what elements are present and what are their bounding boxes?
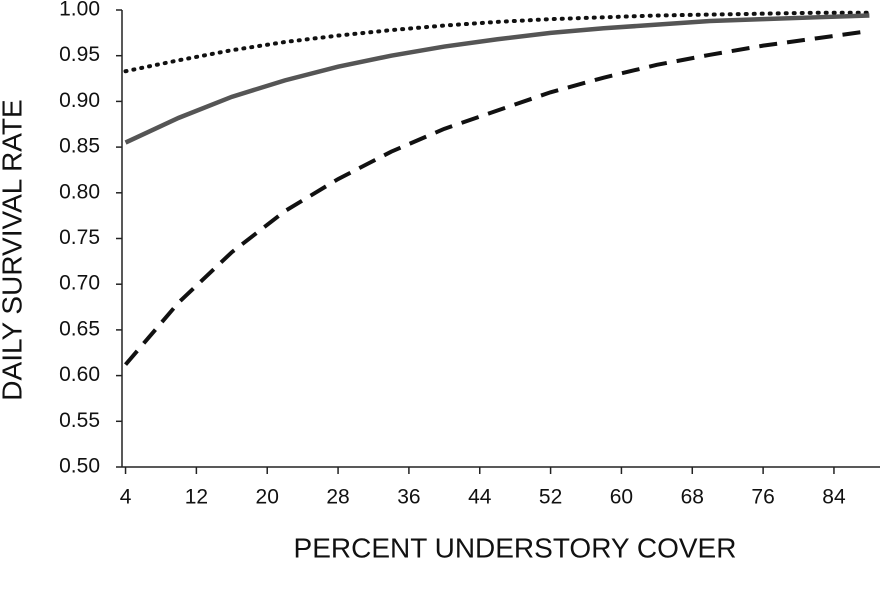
x-tick-label: 20 (256, 486, 279, 509)
y-tick-label: 0.50 (59, 455, 100, 478)
y-tick-label: 0.85 (59, 135, 100, 158)
x-axis-title: PERCENT UNDERSTORY COVER (294, 532, 737, 563)
y-tick-label: 0.70 (59, 272, 100, 295)
y-tick-label: 0.60 (59, 363, 100, 386)
x-tick-label: 84 (822, 486, 846, 509)
x-tick-label: 44 (468, 486, 492, 509)
y-tick-label: 0.80 (59, 180, 100, 203)
x-tick-label: 28 (326, 486, 349, 509)
x-tick-label: 60 (610, 486, 633, 509)
y-axis-title: DAILY SURVIVAL RATE (0, 99, 27, 400)
series-line (124, 29, 870, 366)
x-tick-label: 68 (681, 486, 704, 509)
y-tick-label: 0.75 (59, 226, 100, 249)
x-tick-label: 76 (751, 486, 774, 509)
y-tick-label: 0.95 (59, 43, 100, 66)
x-tick-label: 12 (185, 486, 208, 509)
y-tick-label: 0.55 (59, 409, 100, 432)
y-tick-label: 0.90 (59, 89, 100, 112)
x-tick-label: 52 (539, 486, 562, 509)
x-tick-label: 4 (120, 486, 132, 509)
x-tick-label: 36 (397, 486, 420, 509)
series-line (124, 13, 870, 145)
y-tick-label: 0.65 (59, 317, 100, 340)
y-tick-label: 1.00 (59, 0, 100, 21)
series-line (123, 10, 872, 74)
